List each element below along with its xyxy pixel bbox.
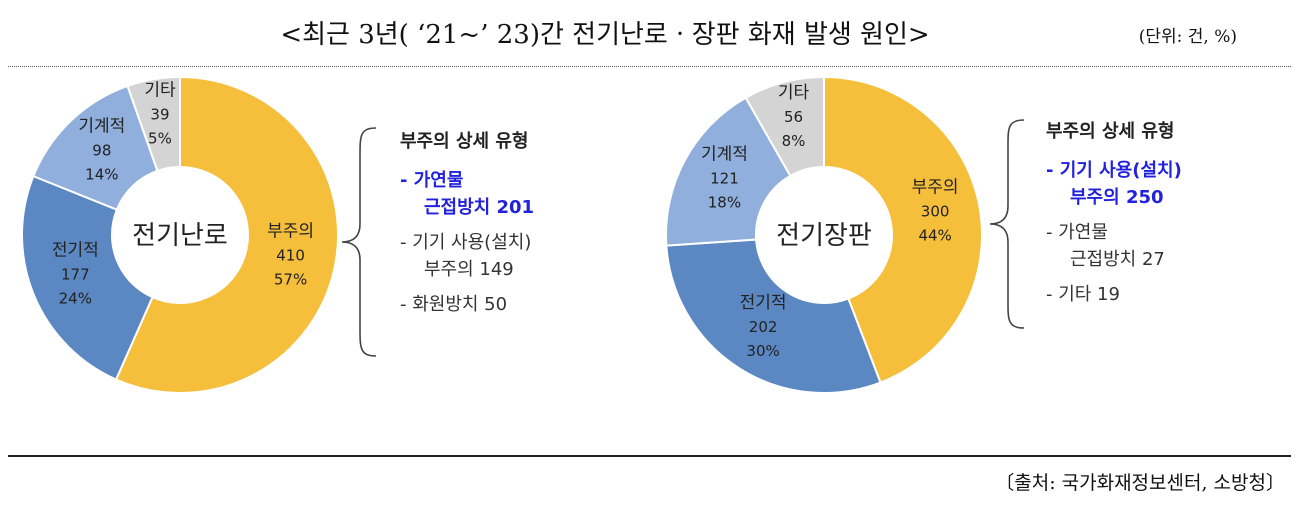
donut-center-label: 전기난로: [132, 221, 228, 251]
dotted-divider: [8, 66, 1291, 67]
bottom-rule: [8, 455, 1291, 457]
detail-list-mat: 부주의 상세 유형 - 기기 사용(설치) 부주의 250- 가연물 근접방치 27-…: [1046, 118, 1286, 316]
segment-value-label: 202: [749, 318, 778, 336]
segment-name-label: 기계적: [78, 116, 125, 136]
segment-value-label: 300: [921, 202, 950, 220]
brace-left: [341, 127, 377, 357]
donut-segment-electrical: [21, 174, 154, 381]
donut-segment-other: [744, 75, 825, 178]
detail-item: - 기기 사용(설치) 부주의 250: [1046, 157, 1286, 211]
segment-value-label: 56: [784, 108, 803, 126]
donut-segment-other: [126, 75, 181, 173]
donut-chart-mat: 부주의 300 44% 전기적 202 30% 기계적 121 18% 기타 56 8% 전기장판: [665, 75, 983, 394]
detail-item-line1: - 화원방치 50: [400, 294, 508, 315]
donut-chart-heater: 부주의 410 57% 전기적 177 24% 기계적 98 14% 기타 39 5% 전기난로: [21, 75, 339, 394]
source-note: 〔출처: 국가화재정보센터, 소방청〕: [995, 472, 1285, 494]
detail-item-line1: - 기기 사용(설치): [1046, 160, 1182, 181]
segment-name-label: 전기적: [52, 241, 99, 261]
donut-segment-mechanical: [665, 96, 792, 247]
segment-name-label: 부주의: [912, 177, 959, 197]
donut-center-label: 전기장판: [776, 221, 872, 251]
segment-percent-label: 5%: [148, 130, 172, 148]
detail-item: - 화원방치 50: [400, 291, 660, 318]
detail-heading: 부주의 상세 유형: [1046, 121, 1175, 142]
segment-value-label: 177: [61, 266, 90, 284]
segment-name-label: 부주의: [267, 221, 314, 241]
segment-name-label: 기타: [778, 83, 810, 103]
segment-percent-label: 57%: [274, 270, 307, 288]
detail-item-line2: 부주의 250: [1070, 187, 1164, 208]
segment-value-label: 98: [92, 141, 111, 159]
detail-item-line2: 근접방치 201: [424, 197, 535, 218]
segment-percent-label: 30%: [746, 342, 779, 360]
detail-item-line2: 부주의 149: [424, 259, 514, 280]
segment-percent-label: 44%: [918, 226, 951, 244]
segment-percent-label: 14%: [85, 165, 118, 183]
detail-item-line1: - 기타 19: [1046, 284, 1120, 305]
donut-segment-negligence: [114, 75, 339, 394]
donut-segment-electrical: [665, 238, 882, 394]
segment-percent-label: 18%: [708, 194, 741, 212]
segment-name-label: 기계적: [701, 145, 748, 165]
detail-item-line1: - 가연물: [400, 170, 464, 191]
segment-value-label: 121: [710, 170, 739, 188]
detail-item-line2: 근접방치 27: [1070, 249, 1165, 270]
segment-name-label: 전기적: [740, 293, 787, 313]
detail-heading: 부주의 상세 유형: [400, 131, 529, 152]
detail-item: - 기타 19: [1046, 281, 1286, 308]
segment-value-label: 410: [276, 246, 305, 264]
detail-item-line1: - 기기 사용(설치): [400, 232, 532, 253]
chart-title: <최근 3년( ‘21~’ 23)간 전기난로ㆍ장판 화재 발생 원인>: [280, 20, 930, 50]
unit-note: (단위: 건, %): [1138, 27, 1237, 47]
detail-item-line1: - 가연물: [1046, 222, 1108, 243]
segment-name-label: 기타: [144, 81, 176, 101]
segment-percent-label: 8%: [782, 132, 806, 150]
segment-value-label: 39: [150, 106, 169, 124]
brace-right: [989, 119, 1025, 329]
donut-segment-negligence: [823, 75, 983, 384]
segment-percent-label: 24%: [59, 290, 92, 308]
detail-item: - 기기 사용(설치) 부주의 149: [400, 229, 660, 283]
